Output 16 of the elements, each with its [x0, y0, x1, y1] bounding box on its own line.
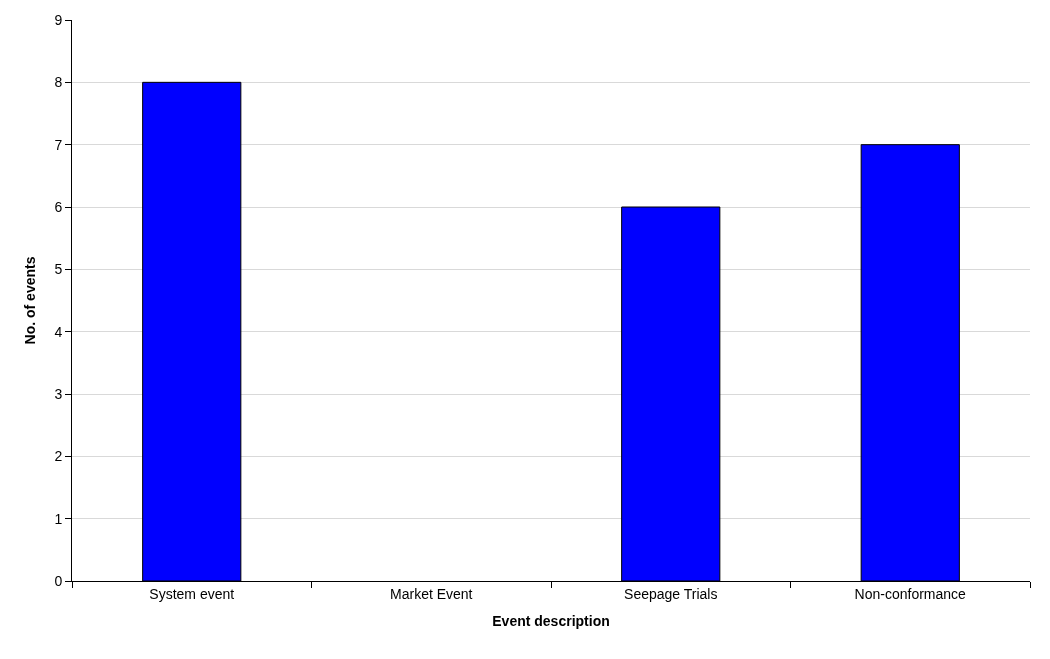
y-tick-label: 8	[54, 74, 63, 91]
y-tick-label: 4	[54, 323, 63, 340]
y-tick-label: 1	[54, 510, 63, 527]
y-tick-label: 6	[54, 198, 63, 215]
x-tick-label: Seepage Trials	[624, 585, 718, 602]
x-tick-label: Non-conformance	[854, 585, 967, 602]
x-axis-title: Event description	[492, 613, 610, 630]
y-tick-label: 2	[54, 448, 63, 465]
y-axis-title: No. of events	[22, 256, 38, 345]
y-tick-label: 0	[54, 572, 63, 589]
y-tick-label: 5	[54, 261, 63, 278]
y-tick-label: 3	[54, 385, 63, 402]
y-tick-label: 7	[54, 136, 63, 153]
x-tick-label: Market Event	[390, 585, 473, 602]
y-tick-label: 9	[54, 11, 63, 28]
x-tick-label: System event	[149, 585, 235, 602]
